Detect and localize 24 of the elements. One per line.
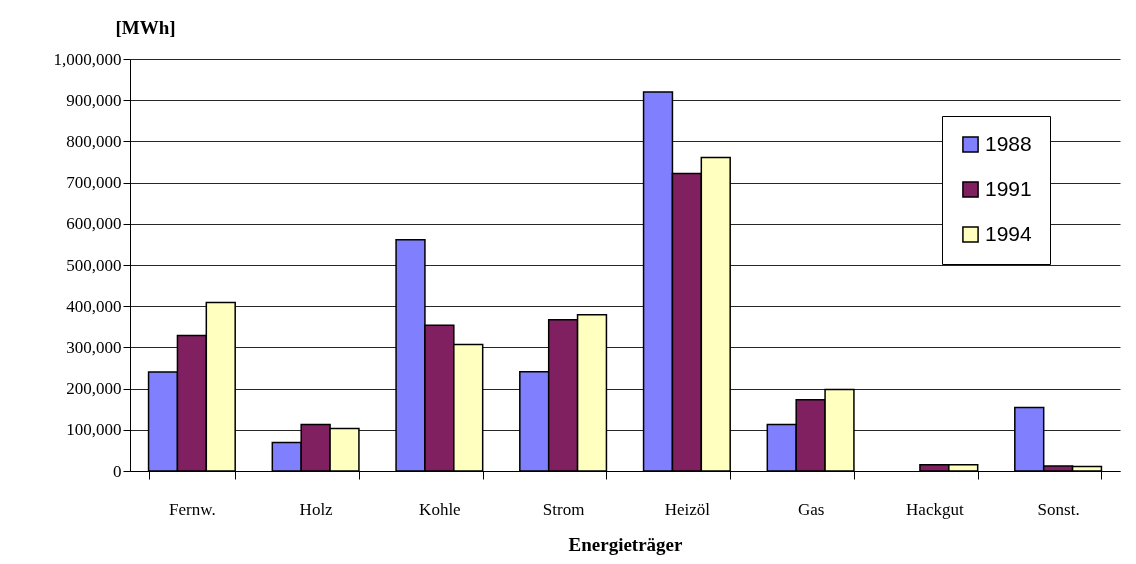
- y-tick-label: 1,000,000: [53, 49, 122, 69]
- y-tick-label: 400,000: [66, 296, 122, 316]
- x-tick-label: Gas: [797, 499, 825, 519]
- y-axis-title: [MWh]: [115, 16, 176, 38]
- y-tick-label: 300,000: [66, 337, 122, 357]
- x-tick-label: Hackgut: [906, 499, 964, 519]
- legend-label: 1994: [985, 221, 1033, 245]
- x-tick-label: Holz: [299, 499, 334, 519]
- y-tick-label: 600,000: [66, 214, 122, 234]
- legend-label: 1988: [985, 131, 1032, 155]
- y-tick-label: 100,000: [66, 420, 122, 440]
- y-tick-label: 0: [113, 461, 122, 481]
- x-axis-title: Energieträger: [568, 533, 684, 555]
- x-tick-label: Strom: [542, 499, 585, 519]
- x-tick-label: Kohle: [419, 499, 461, 519]
- y-tick-label: 700,000: [66, 173, 122, 193]
- x-tick-label: Heizöl: [664, 499, 711, 519]
- y-tick-label: 200,000: [66, 379, 122, 399]
- y-tick-label: 500,000: [66, 255, 122, 275]
- y-tick-label: 800,000: [66, 131, 122, 151]
- x-tick-label: Fernw.: [169, 499, 216, 519]
- legend-label: 1991: [985, 176, 1032, 200]
- y-tick-label: 900,000: [66, 90, 122, 110]
- x-tick-label: Sonst.: [1037, 499, 1080, 519]
